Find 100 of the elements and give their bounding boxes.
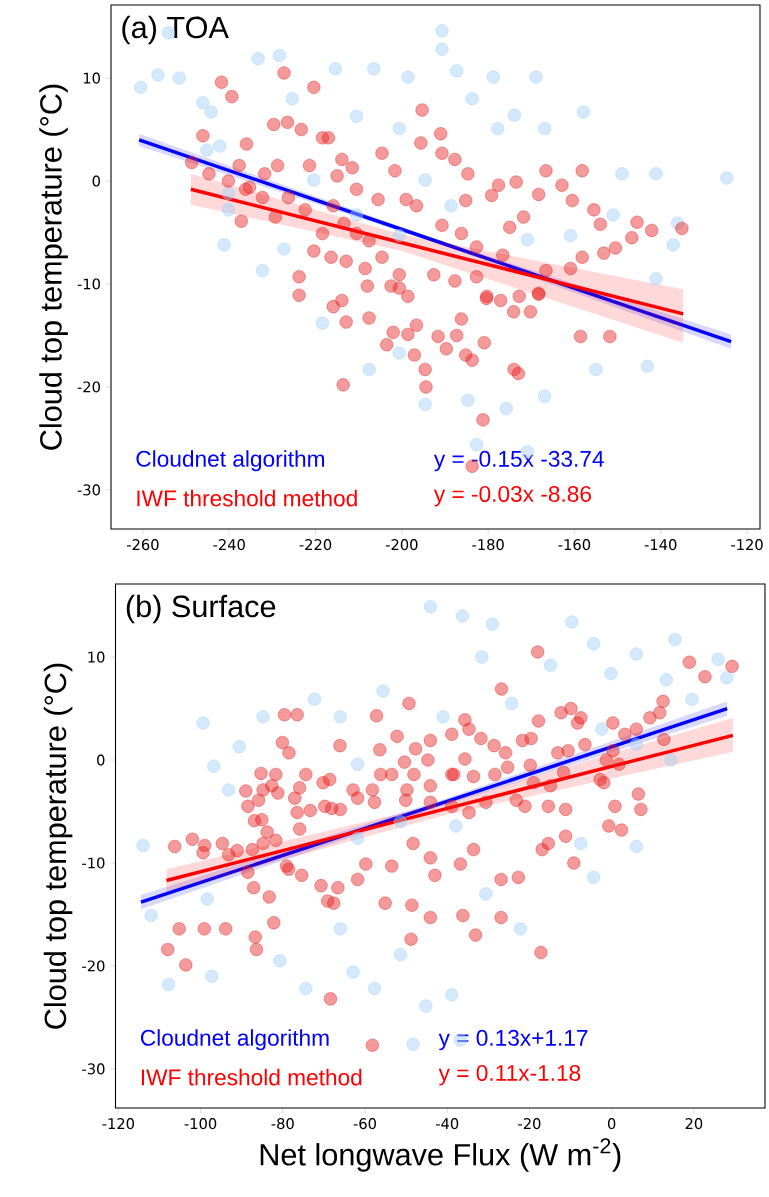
point: [659, 673, 673, 687]
point: [435, 24, 449, 38]
x-tick-label: -120: [102, 1118, 135, 1130]
point: [586, 637, 601, 651]
point: [455, 609, 470, 623]
x-tick-label: -100: [184, 1118, 217, 1130]
point: [505, 696, 519, 711]
point: [367, 62, 381, 76]
point: [392, 346, 406, 360]
x-tick-label: 0: [607, 1118, 616, 1130]
point: [499, 401, 513, 416]
point: [666, 238, 680, 252]
point: [204, 105, 218, 119]
point: [307, 692, 322, 706]
y-tick-label: -30: [82, 1063, 105, 1075]
point: [151, 68, 165, 82]
x-tick-label: -40: [435, 1118, 459, 1130]
point: [490, 121, 505, 136]
y-tick-label: -30: [77, 484, 100, 496]
point: [615, 167, 629, 181]
point: [393, 815, 408, 829]
point: [711, 652, 725, 666]
point: [207, 759, 221, 773]
point: [256, 710, 270, 724]
point: [277, 242, 291, 256]
point: [445, 988, 459, 1002]
point: [479, 887, 493, 901]
x-axis-title: Net longwave Flux (W m$^{-2}$): [260, 1138, 621, 1172]
x-tick-label: -140: [644, 539, 677, 551]
point: [436, 710, 450, 724]
point: [367, 981, 382, 996]
point: [520, 233, 535, 247]
point: [449, 64, 464, 78]
y-tick-label: -10: [82, 857, 105, 869]
point: [144, 908, 158, 923]
x-tick-label: -160: [558, 539, 591, 551]
point: [720, 171, 734, 185]
x-tick-label: -20: [518, 1118, 541, 1130]
text: IWF threshold method: [141, 1068, 362, 1086]
point: [449, 819, 463, 833]
point: [513, 922, 528, 936]
point: [649, 167, 663, 181]
x-tick-label: -60: [353, 1118, 376, 1130]
point: [629, 839, 643, 854]
point: [406, 1037, 420, 1051]
point: [350, 831, 365, 845]
point: [217, 238, 231, 252]
point: [595, 722, 609, 736]
point: [200, 892, 214, 906]
point: [586, 870, 601, 885]
point: [685, 692, 699, 706]
point: [350, 757, 365, 771]
y-tick-label: 10: [83, 72, 100, 84]
x-tick-label: -120: [731, 539, 763, 551]
point: [529, 70, 543, 84]
point: [401, 70, 415, 84]
y-axis-title: Cloud top temperature (°C): [39, 84, 68, 450]
x-tick-label: -200: [385, 539, 418, 551]
point: [640, 359, 655, 373]
point: [134, 80, 148, 95]
point: [418, 173, 432, 187]
text: Cloudnet algorithm: [136, 450, 325, 472]
point: [538, 121, 552, 136]
point: [362, 362, 376, 377]
point: [205, 969, 219, 983]
x-tick-label: 20: [685, 1118, 703, 1130]
y-tick-label: -10: [77, 278, 100, 290]
point: [221, 203, 236, 217]
point: [485, 617, 500, 631]
point: [196, 716, 210, 730]
point: [392, 121, 406, 136]
point: [349, 208, 364, 222]
point: [418, 397, 432, 412]
point: [376, 684, 390, 698]
point: [273, 954, 287, 968]
point: [423, 599, 438, 614]
point: [664, 753, 678, 767]
point: [435, 42, 449, 56]
point: [629, 647, 643, 661]
point: [563, 228, 578, 243]
point: [221, 186, 236, 201]
point: [333, 922, 348, 936]
point: [315, 316, 330, 330]
annotation: y = -0.03x -8.86: [433, 485, 591, 507]
point: [346, 965, 360, 979]
point: [232, 739, 246, 754]
point: [172, 71, 186, 85]
point: [392, 228, 406, 243]
point: [251, 51, 265, 66]
point: [465, 92, 479, 106]
point: [720, 671, 734, 685]
point: [328, 62, 343, 76]
point: [538, 389, 552, 403]
point: [333, 710, 348, 724]
x-tick-label: -240: [213, 539, 245, 551]
point: [475, 650, 489, 664]
point: [543, 658, 558, 672]
point: [649, 272, 663, 286]
annotation: y = 0.13x+1.17: [438, 1029, 588, 1051]
point: [196, 96, 210, 110]
